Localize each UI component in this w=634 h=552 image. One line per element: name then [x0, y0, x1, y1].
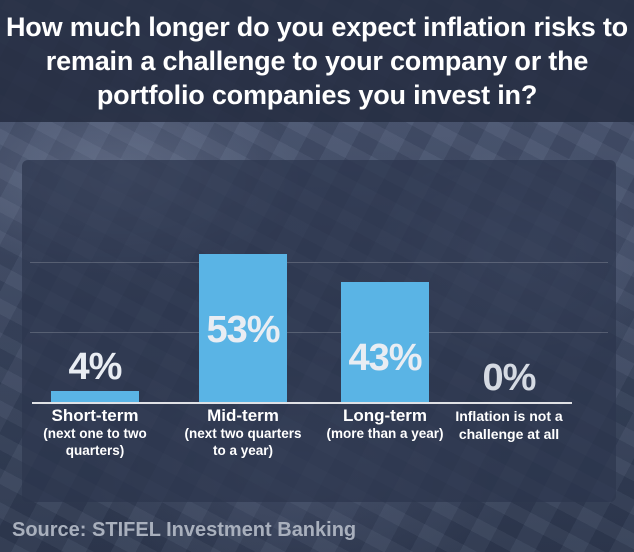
bar	[199, 254, 287, 402]
category-name: Inflation is not a challenge at all	[455, 408, 563, 442]
category-label: Mid-term (next two quarters to a year)	[179, 407, 307, 459]
data-label: 53%	[206, 309, 280, 351]
chart-panel	[22, 160, 616, 502]
category-label: Long-term (more than a year)	[321, 407, 449, 442]
data-label: 0%	[482, 357, 537, 399]
category-label: Short-term (next one to two quarters)	[31, 407, 159, 459]
category-detail: (more than a year)	[326, 426, 444, 441]
chart-title: How much longer do you expect inflation …	[6, 12, 628, 110]
category-detail: (next two quarters to a year)	[184, 426, 302, 458]
source-note: Source: STIFEL Investment Banking	[12, 519, 357, 541]
data-label: 4%	[68, 345, 123, 388]
x-axis-baseline	[32, 402, 572, 404]
bar	[341, 281, 429, 402]
category-name: Short-term	[51, 406, 139, 425]
title-band	[0, 0, 634, 122]
category-name: Long-term	[342, 406, 428, 425]
category-label: Inflation is not a challenge at all	[445, 407, 573, 443]
category-name: Mid-term	[207, 406, 279, 425]
gridline	[30, 262, 608, 263]
bar	[51, 390, 139, 402]
gridline	[30, 332, 608, 333]
category-detail: (next one to two quarters)	[43, 426, 147, 458]
data-label: 43%	[348, 336, 422, 379]
